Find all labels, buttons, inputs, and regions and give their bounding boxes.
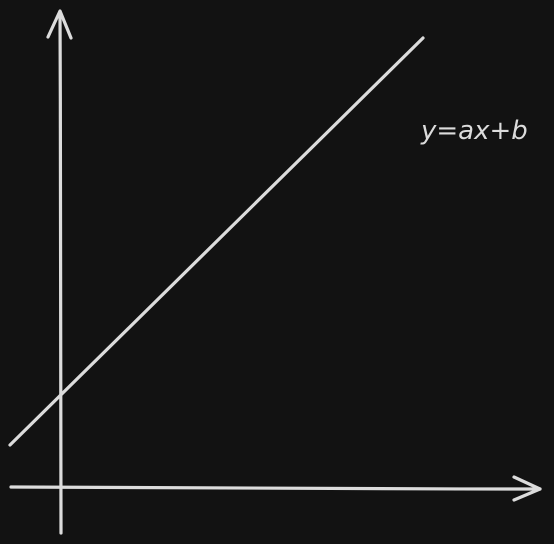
equation-label: y=ax+b (420, 116, 528, 146)
y-axis (46, 9, 73, 535)
x-axis-arrowhead (512, 475, 542, 502)
linear-function-line (8, 36, 425, 447)
y-axis-arrowhead (46, 9, 73, 40)
x-axis (9, 475, 542, 502)
y-axis-line (58, 10, 63, 535)
x-axis-line (9, 485, 542, 491)
